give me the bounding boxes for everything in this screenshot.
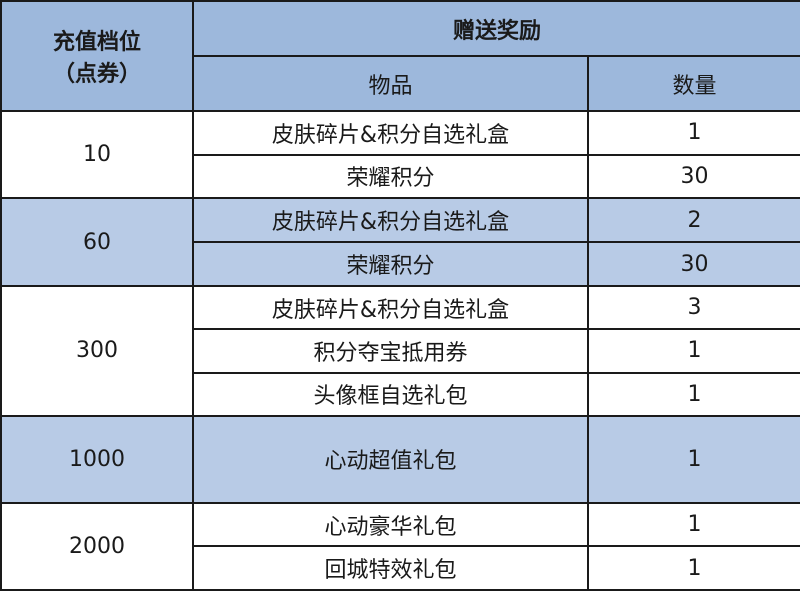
tier-header: 充值档位 （点券）	[0, 0, 194, 112]
item-qty: 1	[586, 414, 800, 504]
table-row: 1000 心动超值礼包 1	[0, 414, 800, 504]
item-header: 物品	[192, 55, 589, 112]
item-qty: 1	[586, 110, 800, 156]
item-qty: 2	[586, 197, 800, 243]
item-name: 荣耀积分	[192, 154, 589, 199]
item-name: 皮肤碎片&积分自选礼盒	[192, 110, 589, 156]
tier-header-line2: （点券）	[52, 62, 141, 87]
table-row: 300 皮肤碎片&积分自选礼盒 3	[0, 284, 800, 417]
table-row: 2000 心动豪华礼包 1	[0, 501, 800, 591]
item-name: 心动超值礼包	[192, 414, 589, 504]
qty-header: 数量	[586, 55, 800, 112]
item-qty: 30	[586, 241, 800, 287]
table-row: 积分夺宝抵用券 1	[1, 328, 800, 374]
tier-header-line1: 充值档位	[52, 30, 141, 55]
table-row: 荣耀积分 30	[1, 241, 800, 287]
item-name: 回城特效礼包	[192, 545, 589, 591]
item-qty: 1	[586, 501, 800, 548]
rewards-header: 赠送奖励	[191, 0, 800, 57]
table-row: 60 皮肤碎片&积分自选礼盒 2	[0, 197, 800, 287]
item-name: 心动豪华礼包	[192, 501, 589, 548]
tier-amount: 10	[0, 110, 194, 199]
table-row: 回城特效礼包 1	[1, 545, 800, 591]
item-name: 头像框自选礼包	[192, 372, 589, 417]
item-qty: 30	[586, 154, 800, 199]
item-qty: 1	[586, 372, 800, 417]
item-qty: 1	[586, 545, 800, 591]
tier-amount: 1000	[0, 414, 194, 504]
table-row: 10 皮肤碎片&积分自选礼盒 1	[0, 110, 800, 199]
item-name: 皮肤碎片&积分自选礼盒	[192, 284, 589, 331]
item-name: 皮肤碎片&积分自选礼盒	[192, 197, 589, 243]
tier-amount: 2000	[0, 501, 194, 591]
item-qty: 3	[586, 284, 800, 331]
table-row: 荣耀积分 30	[1, 154, 800, 199]
tier-amount: 300	[0, 285, 194, 417]
item-qty: 1	[586, 328, 800, 374]
item-name: 积分夺宝抵用券	[192, 328, 589, 374]
tier-amount: 60	[0, 197, 194, 287]
item-name: 荣耀积分	[192, 241, 589, 287]
